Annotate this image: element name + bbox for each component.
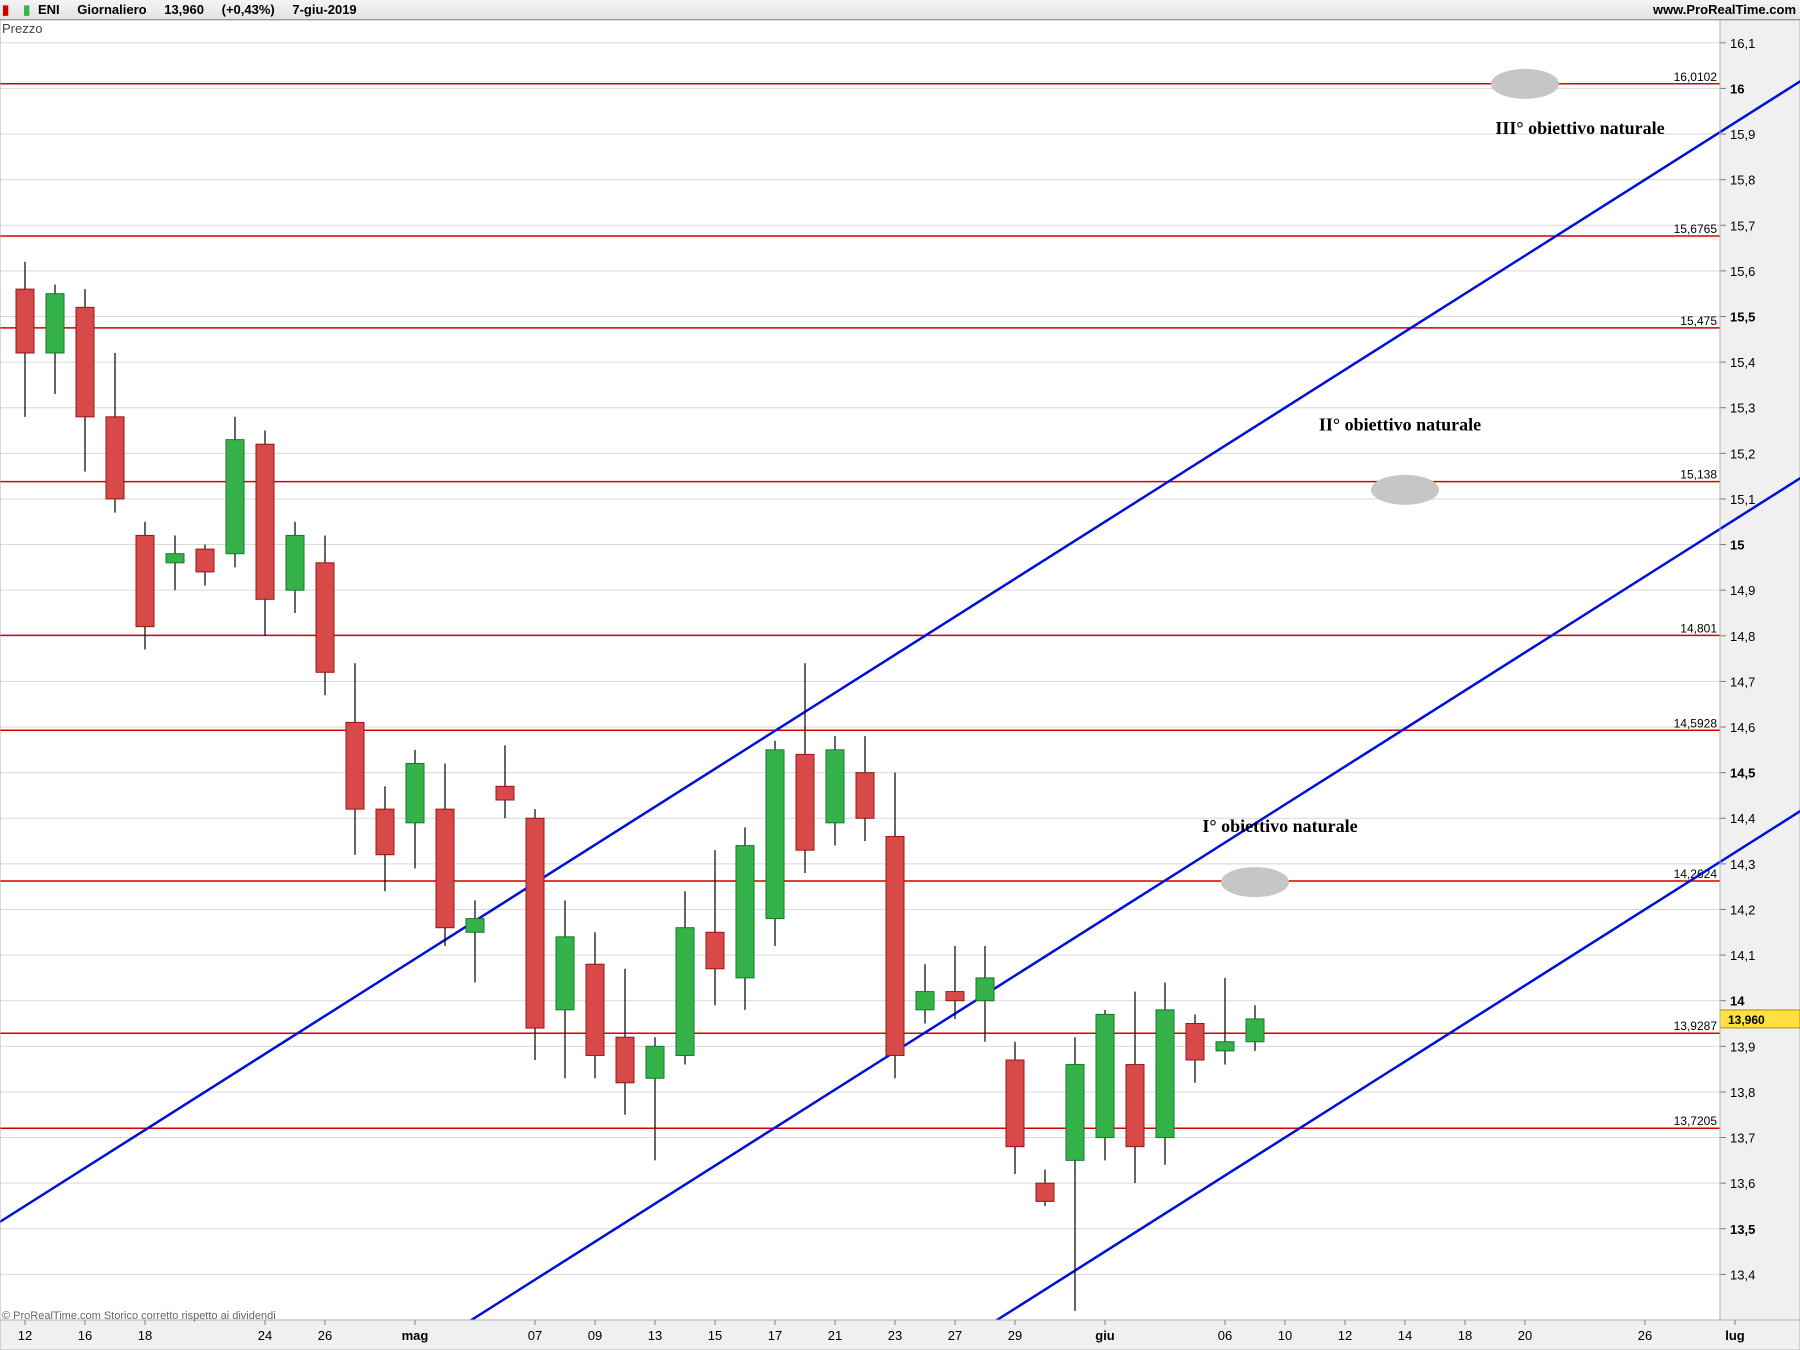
svg-text:15: 15 [1730, 538, 1744, 553]
svg-text:15,8: 15,8 [1730, 173, 1755, 188]
svg-text:15: 15 [708, 1328, 722, 1343]
timeframe: Giornaliero [77, 2, 146, 17]
svg-text:06: 06 [1218, 1328, 1232, 1343]
svg-text:lug: lug [1725, 1328, 1745, 1343]
svg-text:13,9: 13,9 [1730, 1039, 1755, 1054]
svg-text:10: 10 [1278, 1328, 1292, 1343]
svg-text:giu: giu [1095, 1328, 1115, 1343]
svg-text:15,475: 15,475 [1680, 314, 1717, 328]
svg-text:15,2: 15,2 [1730, 446, 1755, 461]
svg-text:mag: mag [402, 1328, 429, 1343]
svg-text:II° obiettivo naturale: II° obiettivo naturale [1319, 415, 1481, 435]
svg-text:15,9: 15,9 [1730, 127, 1755, 142]
svg-text:14,1: 14,1 [1730, 948, 1755, 963]
svg-text:13,9287: 13,9287 [1674, 1019, 1718, 1033]
svg-text:07: 07 [528, 1328, 542, 1343]
svg-text:13,4: 13,4 [1730, 1267, 1755, 1282]
svg-text:14,8: 14,8 [1730, 629, 1755, 644]
svg-text:12: 12 [18, 1328, 32, 1343]
svg-text:I° obiettivo naturale: I° obiettivo naturale [1202, 816, 1357, 836]
svg-text:15,4: 15,4 [1730, 355, 1755, 370]
svg-text:18: 18 [1458, 1328, 1472, 1343]
svg-text:14,4: 14,4 [1730, 811, 1755, 826]
svg-text:16: 16 [78, 1328, 92, 1343]
svg-text:13: 13 [648, 1328, 662, 1343]
svg-text:15,138: 15,138 [1680, 468, 1717, 482]
svg-text:14,9: 14,9 [1730, 583, 1755, 598]
svg-text:14: 14 [1398, 1328, 1412, 1343]
svg-text:15,3: 15,3 [1730, 401, 1755, 416]
svg-text:27: 27 [948, 1328, 962, 1343]
svg-text:20: 20 [1518, 1328, 1532, 1343]
svg-text:14,801: 14,801 [1680, 621, 1717, 635]
svg-text:18: 18 [138, 1328, 152, 1343]
chart-header: ▮▮ ENI Giornaliero 13,960 (+0,43%) 7-giu… [0, 0, 1800, 20]
svg-text:12: 12 [1338, 1328, 1352, 1343]
last-price: 13,960 [164, 2, 204, 17]
svg-text:29: 29 [1008, 1328, 1022, 1343]
svg-text:24: 24 [258, 1328, 272, 1343]
svg-text:15,6: 15,6 [1730, 264, 1755, 279]
symbol: ENI [38, 2, 60, 17]
svg-text:26: 26 [318, 1328, 332, 1343]
svg-text:14: 14 [1730, 994, 1745, 1009]
svg-text:14,6: 14,6 [1730, 720, 1755, 735]
date: 7-giu-2019 [292, 2, 356, 17]
svg-text:26: 26 [1638, 1328, 1652, 1343]
brand: www.ProRealTime.com [1653, 0, 1796, 20]
copyright: © ProRealTime.com Storico corretto rispe… [2, 1310, 276, 1322]
svg-text:16,1: 16,1 [1730, 36, 1755, 51]
price-chart[interactable]: 13,4 13,5 13,6 13,7 13,8 13,9 14 14,1 14,2 14,3 14… [0, 0, 1800, 1350]
svg-text:14,2: 14,2 [1730, 902, 1755, 917]
svg-text:13,8: 13,8 [1730, 1085, 1755, 1100]
svg-text:15,7: 15,7 [1730, 218, 1755, 233]
svg-text:14,5928: 14,5928 [1674, 716, 1718, 730]
svg-text:14,3: 14,3 [1730, 857, 1755, 872]
svg-text:15,6765: 15,6765 [1674, 222, 1718, 236]
svg-text:16,0102: 16,0102 [1674, 70, 1718, 84]
svg-text:17: 17 [768, 1328, 782, 1343]
svg-text:III° obiettivo naturale: III° obiettivo naturale [1495, 118, 1664, 138]
svg-text:21: 21 [828, 1328, 842, 1343]
svg-text:13,7: 13,7 [1730, 1131, 1755, 1146]
change: (+0,43%) [222, 2, 275, 17]
svg-text:14,7: 14,7 [1730, 674, 1755, 689]
svg-text:13,7205: 13,7205 [1674, 1114, 1718, 1128]
svg-text:13,5: 13,5 [1730, 1222, 1755, 1237]
section-label: Prezzo [2, 21, 42, 36]
svg-text:14,5: 14,5 [1730, 766, 1755, 781]
svg-text:13,960: 13,960 [1728, 1013, 1765, 1027]
svg-text:15,5: 15,5 [1730, 309, 1755, 324]
svg-text:23: 23 [888, 1328, 902, 1343]
svg-text:16: 16 [1730, 81, 1744, 96]
svg-text:15,1: 15,1 [1730, 492, 1755, 507]
svg-text:09: 09 [588, 1328, 602, 1343]
svg-text:13,6: 13,6 [1730, 1176, 1755, 1191]
